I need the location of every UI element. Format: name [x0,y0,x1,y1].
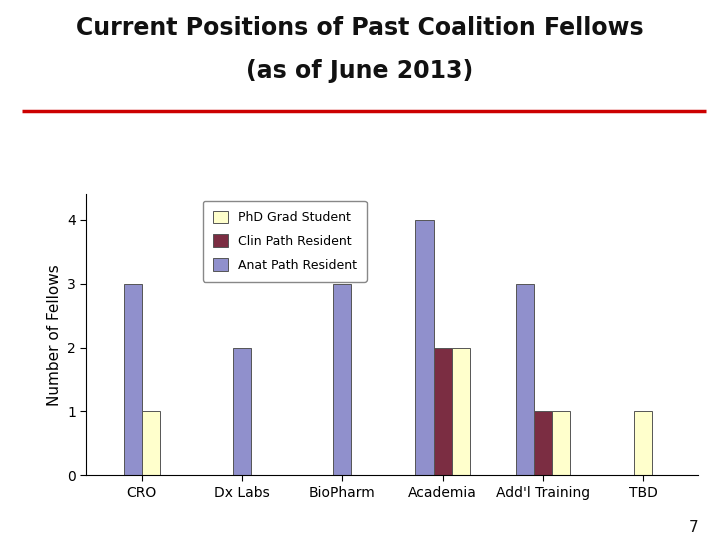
Bar [451,348,469,475]
Bar [333,284,351,475]
Bar [124,284,142,475]
Bar [552,411,570,475]
Bar [433,348,451,475]
Text: 7: 7 [689,519,698,535]
Text: (as of June 2013): (as of June 2013) [246,59,474,83]
Bar [415,220,433,475]
Bar [534,411,552,475]
Y-axis label: Number of Fellows: Number of Fellows [47,264,61,406]
Legend: PhD Grad Student, Clin Path Resident, Anat Path Resident: PhD Grad Student, Clin Path Resident, An… [203,201,366,281]
Bar [233,348,251,475]
Bar [634,411,652,475]
Bar [142,411,160,475]
Text: Current Positions of Past Coalition Fellows: Current Positions of Past Coalition Fell… [76,16,644,40]
Bar [516,284,534,475]
